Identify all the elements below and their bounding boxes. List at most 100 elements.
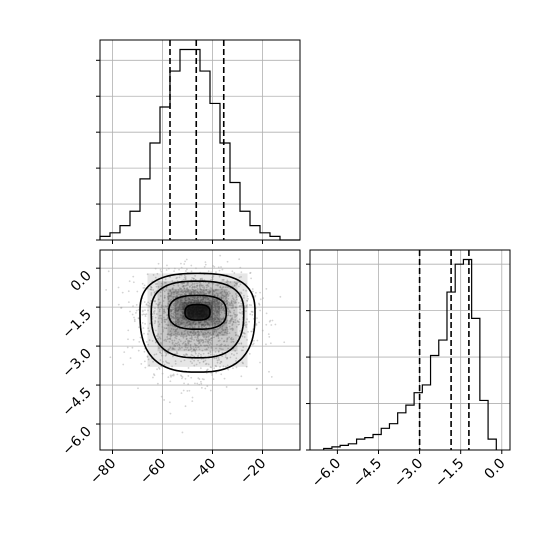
scatter-point bbox=[179, 321, 182, 324]
scatter-point bbox=[177, 309, 180, 312]
scatter-point bbox=[271, 319, 274, 322]
scatter-point bbox=[183, 307, 185, 310]
scatter-point bbox=[204, 292, 207, 295]
scatter-point bbox=[222, 333, 225, 336]
scatter-point bbox=[228, 310, 230, 313]
scatter-point bbox=[236, 282, 238, 285]
scatter-point bbox=[214, 289, 217, 292]
scatter-point bbox=[172, 373, 175, 376]
scatter-point bbox=[170, 310, 173, 312]
scatter-point bbox=[239, 283, 242, 286]
scatter-point bbox=[180, 314, 183, 317]
scatter-point bbox=[220, 297, 223, 300]
scatter-point bbox=[224, 297, 227, 300]
scatter-point bbox=[220, 305, 223, 308]
scatter-point bbox=[183, 298, 186, 301]
scatter-point bbox=[162, 288, 165, 291]
scatter-point bbox=[215, 284, 218, 287]
scatter-point bbox=[235, 366, 238, 369]
scatter-point bbox=[170, 298, 173, 301]
scatter-point bbox=[196, 382, 199, 385]
y-tick-label: −1.5 bbox=[59, 307, 94, 342]
scatter-point bbox=[201, 324, 204, 327]
scatter-point bbox=[176, 352, 179, 355]
scatter-point bbox=[192, 349, 195, 352]
scatter-point bbox=[163, 318, 166, 321]
scatter-point bbox=[216, 289, 219, 291]
scatter-point bbox=[182, 389, 185, 392]
scatter-point bbox=[186, 325, 189, 327]
scatter-point bbox=[216, 320, 219, 323]
scatter-point bbox=[145, 313, 148, 316]
scatter-point bbox=[191, 326, 194, 329]
scatter-point bbox=[169, 335, 172, 338]
scatter-point bbox=[203, 296, 206, 299]
scatter-point bbox=[172, 284, 175, 287]
scatter-point bbox=[188, 320, 191, 323]
scatter-point bbox=[192, 277, 195, 280]
density-panel-bottom-left: −80 −60 −40 −200.0−1.5−3.0−4.5−6.0 bbox=[59, 249, 301, 488]
scatter-point bbox=[208, 291, 211, 294]
scatter-point bbox=[198, 325, 200, 328]
y-tick-label: −4.5 bbox=[59, 385, 94, 420]
scatter-point bbox=[199, 288, 202, 291]
scatter-point bbox=[206, 283, 209, 286]
scatter-point bbox=[208, 338, 211, 341]
scatter-point bbox=[213, 331, 216, 333]
scatter-point bbox=[182, 303, 184, 305]
scatter-point bbox=[193, 292, 196, 294]
scatter-point bbox=[213, 294, 216, 297]
scatter-point bbox=[198, 348, 201, 351]
scatter-point bbox=[227, 290, 230, 293]
scatter-point bbox=[194, 349, 196, 352]
scatter-point bbox=[193, 285, 196, 288]
x-tick-label: 0.0 bbox=[482, 456, 509, 483]
scatter-point bbox=[175, 302, 178, 305]
scatter-point bbox=[184, 340, 187, 343]
x-tick-label: −20 bbox=[237, 456, 269, 488]
scatter-point bbox=[174, 330, 176, 333]
scatter-point bbox=[206, 368, 209, 371]
scatter-point bbox=[174, 322, 177, 325]
scatter-point bbox=[174, 311, 176, 313]
scatter-point bbox=[181, 311, 184, 313]
scatter-point bbox=[160, 270, 163, 273]
scatter-point bbox=[165, 327, 168, 330]
scatter-point bbox=[197, 301, 200, 304]
scatter-point bbox=[219, 332, 222, 334]
scatter-point bbox=[197, 354, 199, 357]
scatter-point bbox=[202, 298, 205, 301]
scatter-point bbox=[169, 330, 172, 333]
scatter-point bbox=[165, 352, 168, 355]
scatter-point bbox=[192, 299, 195, 302]
scatter-point bbox=[211, 276, 214, 279]
scatter-point bbox=[238, 258, 241, 261]
scatter-point bbox=[182, 336, 185, 339]
scatter-point bbox=[203, 293, 206, 296]
scatter-point bbox=[210, 345, 213, 348]
scatter-point bbox=[184, 302, 187, 305]
scatter-point bbox=[139, 336, 142, 339]
scatter-point bbox=[163, 296, 166, 299]
scatter-point bbox=[157, 325, 160, 328]
scatter-point bbox=[234, 301, 237, 304]
scatter-point bbox=[177, 284, 180, 287]
scatter-point bbox=[151, 340, 154, 342]
scatter-point bbox=[185, 348, 188, 351]
scatter-point bbox=[148, 330, 151, 332]
scatter-point bbox=[255, 324, 258, 327]
scatter-point bbox=[251, 330, 253, 333]
scatter-point bbox=[173, 345, 176, 348]
scatter-point bbox=[147, 358, 150, 361]
scatter-point bbox=[127, 329, 130, 332]
scatter-point bbox=[230, 341, 233, 343]
scatter-point bbox=[181, 322, 184, 324]
scatter-point bbox=[190, 376, 193, 379]
scatter-point bbox=[197, 330, 199, 333]
scatter-point bbox=[207, 331, 209, 334]
scatter-point bbox=[185, 304, 188, 306]
scatter-point bbox=[183, 354, 186, 357]
scatter-point bbox=[172, 297, 175, 300]
scatter-point bbox=[182, 312, 185, 315]
scatter-point bbox=[267, 333, 270, 335]
